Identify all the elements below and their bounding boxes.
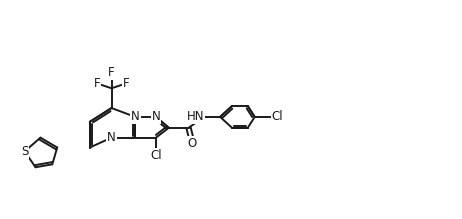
Text: N: N bbox=[131, 110, 140, 123]
Text: F: F bbox=[93, 77, 100, 90]
Text: N: N bbox=[152, 110, 160, 123]
Text: Cl: Cl bbox=[150, 149, 162, 162]
Text: S: S bbox=[21, 145, 28, 158]
Text: N: N bbox=[107, 131, 116, 144]
Text: F: F bbox=[108, 66, 115, 79]
Text: HN: HN bbox=[187, 110, 204, 123]
Text: Cl: Cl bbox=[272, 110, 283, 123]
Text: F: F bbox=[123, 77, 130, 90]
Text: O: O bbox=[188, 137, 197, 150]
